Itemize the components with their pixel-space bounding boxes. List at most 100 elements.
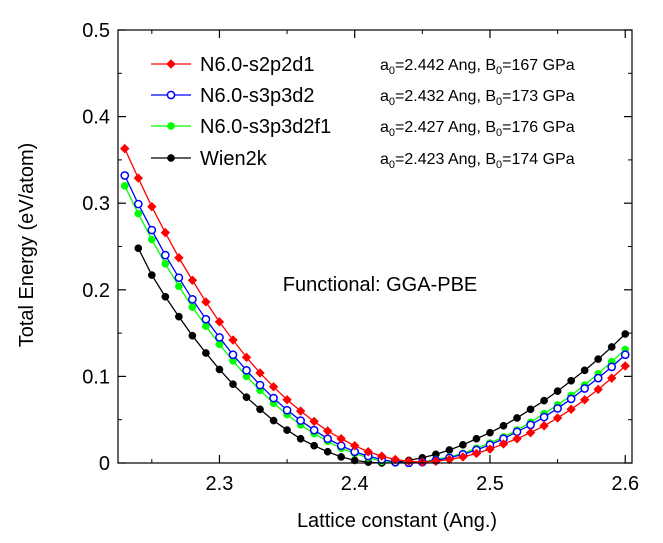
x-axis-label: Lattice constant (Ang.) [297,510,497,532]
data-point [282,405,292,415]
data-point [160,250,170,260]
legend: N6.0-s2p2d1 a0=2.442 Ang, B0=167 GPa N6.0-… [151,54,575,171]
data-point [539,421,549,431]
data-point [161,259,170,268]
data-point [242,393,251,402]
x-tick-label: 2.6 [611,473,639,495]
x-tick-label: 2.5 [476,473,504,495]
y-tick-label: 0.1 [82,366,110,388]
data-point [336,434,346,444]
legend-marker [166,59,176,69]
y-tick-label: 0.4 [82,107,110,129]
legend-label: N6.0-s3p3d2 [200,85,315,107]
series-Wien2k [134,244,630,467]
data-point [134,244,143,253]
data-point [202,349,210,357]
fit-parameters: a0=2.423 Ang, B0=174 GPa [380,151,575,171]
data-point [255,368,265,378]
data-point [593,373,603,383]
data-point [269,393,278,403]
data-point [350,440,360,451]
data-point [553,387,562,395]
series-line [124,148,626,463]
data-point [540,396,548,405]
data-point [337,453,346,461]
legend-marker [167,154,175,162]
data-point [283,426,291,434]
data-point [322,426,333,436]
data-point [175,282,183,291]
data-point [120,171,130,180]
data-point [147,271,156,279]
data-point [539,412,549,422]
data-point [187,275,198,285]
data-point [323,434,333,444]
data-point [160,227,171,238]
data-point [215,333,224,342]
data-point [593,384,603,395]
data-point [120,182,129,190]
y-tick-label: 0.3 [82,193,110,215]
data-point [579,395,590,405]
data-point [174,253,184,263]
data-point [566,394,576,404]
data-point [241,352,252,363]
data-point [471,448,482,459]
functional-annotation: Functional: GGA-PBE [283,274,478,296]
legend-label: N6.0-s2p2d1 [200,54,315,76]
data-point [215,340,224,349]
fit-parameters: a0=2.432 Ang, B0=173 GPa [380,88,575,108]
data-point [580,384,590,393]
data-point [242,365,251,375]
data-point [472,434,481,443]
data-point [525,427,536,438]
data-point [620,350,630,360]
data-point [513,414,521,422]
data-point [255,380,265,390]
data-point [188,294,197,304]
data-point [607,343,616,351]
data-point [567,376,575,385]
y-tick-label: 0.2 [82,280,110,302]
data-point [607,373,617,383]
data-point [296,416,305,425]
data-point [620,361,630,371]
data-point [295,406,306,416]
data-point [485,444,495,454]
series-N6.0-s3p3d2 [120,171,630,467]
data-point [310,441,318,450]
data-point [174,273,184,283]
data-point [175,312,183,321]
data-point [188,331,197,340]
data-point [498,439,509,449]
data-point [133,199,143,209]
data-point [134,209,143,218]
series-N6.0-s3p3d2f1 [120,182,630,467]
legend-item: Wien2k a0=2.423 Ang, B0=174 GPa [151,148,575,171]
data-point [309,416,319,427]
legend-item: N6.0-s3p3d2 a0=2.432 Ang, B0=173 GPa [151,85,575,108]
legend-label: Wien2k [200,148,268,170]
data-point [323,447,332,456]
legend-item: N6.0-s3p3d2f1 a0=2.427 Ang, B0=176 GPa [151,116,575,139]
axis-ticks: 0 0.1 0.2 0.3 0.4 0.5 2.3 2.4 2.5 2.6 [82,20,639,495]
data-point [526,405,535,414]
data-point [458,452,468,462]
data-point [228,335,238,345]
data-point [607,362,617,372]
data-point [580,366,589,375]
x-tick-label: 2.4 [341,473,369,495]
fit-parameters: a0=2.442 Ang, B0=167 GPa [380,57,575,77]
data-point [377,451,387,461]
data-point [214,317,225,327]
data-point [147,235,156,244]
data-point [566,404,576,415]
data-point [133,173,143,183]
data-point [282,395,292,405]
data-point [268,382,279,392]
y-tick-label: 0.5 [82,20,110,42]
plot-area [120,143,630,467]
data-point [229,380,237,389]
data-point [161,292,170,301]
